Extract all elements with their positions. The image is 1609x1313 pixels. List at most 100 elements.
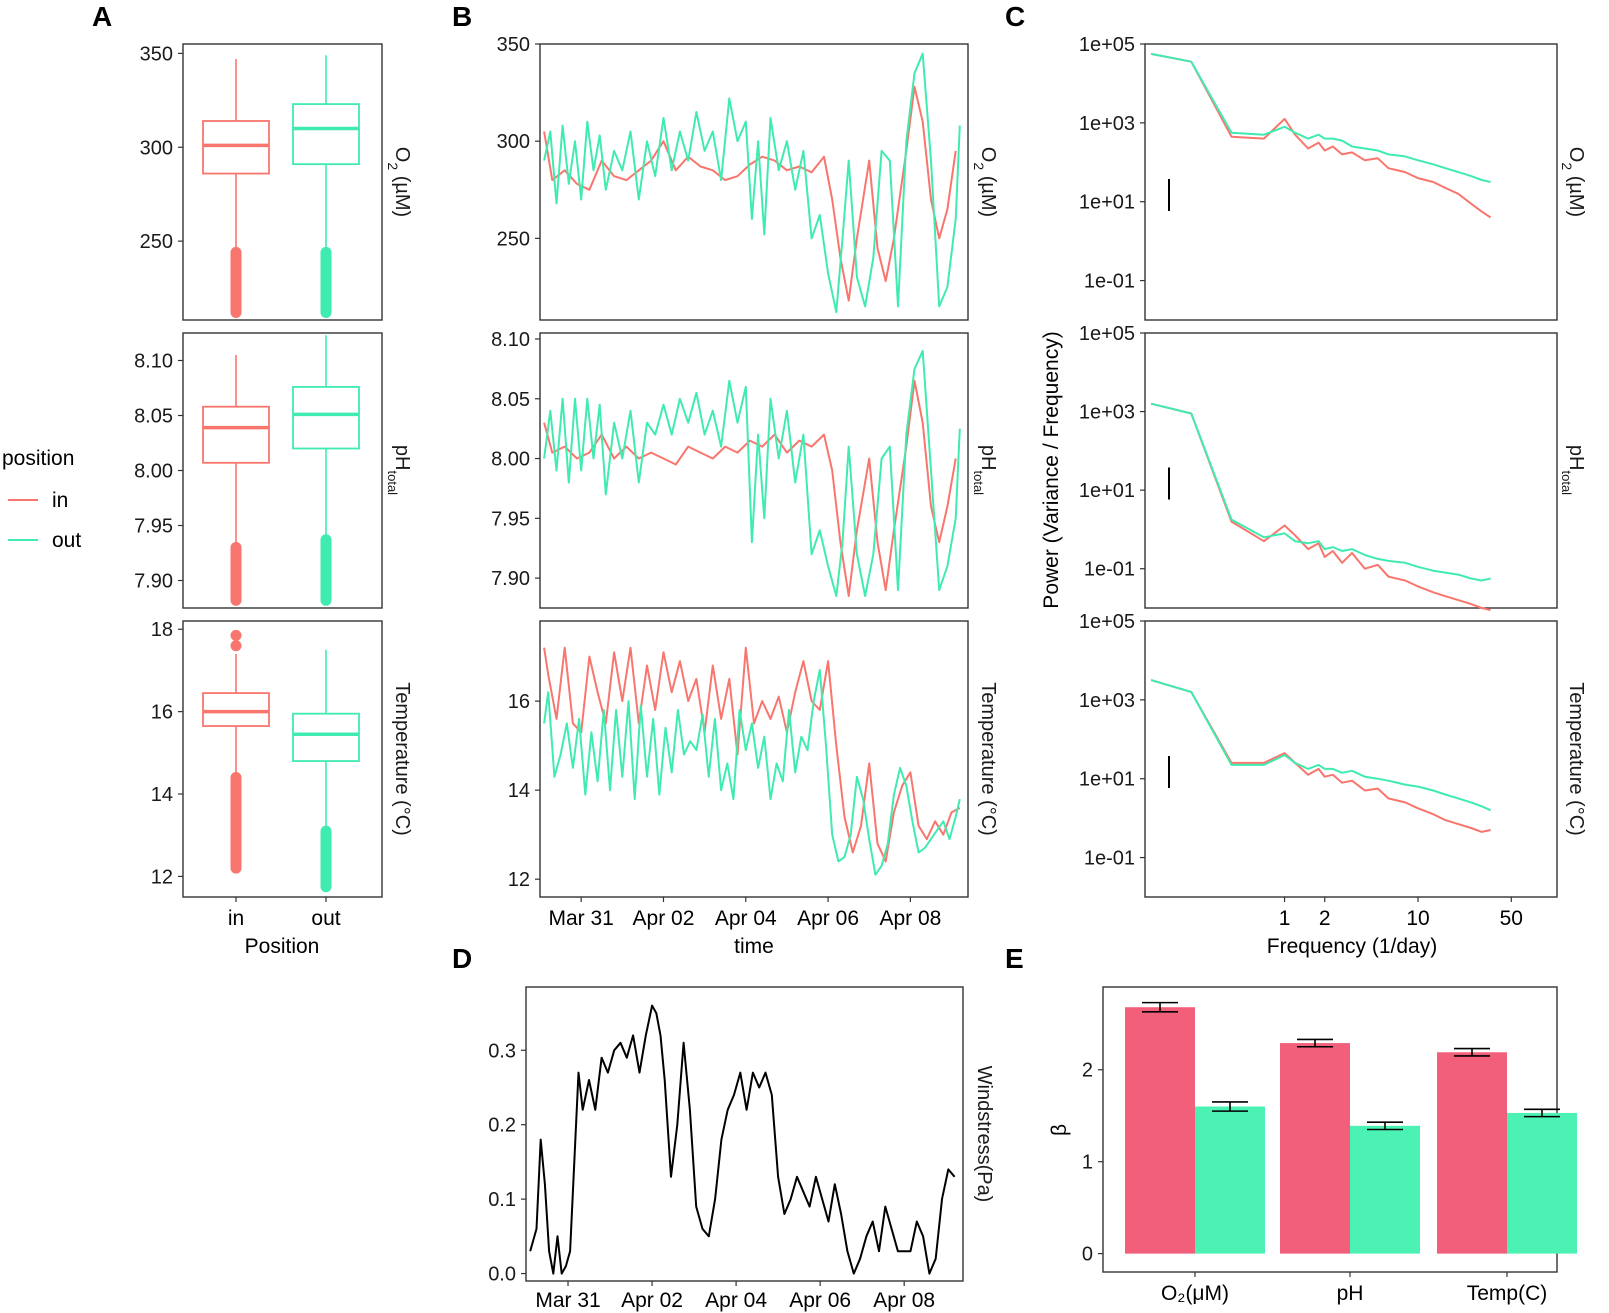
x-tick-label: O₂(μM) xyxy=(1161,1282,1229,1305)
bar-in xyxy=(1280,1043,1350,1254)
y-tick-label: 7.95 xyxy=(134,516,173,538)
y-tick-label: 1e-01 xyxy=(1084,559,1135,581)
y-tick-label: 14 xyxy=(151,784,173,806)
panel-label-b: B xyxy=(452,1,472,32)
y-tick-label: 1e-01 xyxy=(1084,848,1135,870)
bar-out xyxy=(1507,1112,1577,1254)
y-tick-label: 12 xyxy=(151,866,173,888)
facet-strips: O2 (µM) pHtotal Temperature (°C) O2 (µM)… xyxy=(385,147,1587,1203)
y-tick-label: 1e+01 xyxy=(1079,480,1135,502)
x-tick-label: Apr 08 xyxy=(879,907,941,930)
y-tick-label: 0.0 xyxy=(488,1264,516,1286)
y-tick-label: 1e+05 xyxy=(1079,611,1135,633)
y-tick-label: 16 xyxy=(508,691,530,713)
strip-b-o2: O2 (µM) xyxy=(971,147,999,217)
x-tick-label: Apr 06 xyxy=(789,1289,851,1312)
panel-a-o2-frame xyxy=(182,43,383,321)
strip-b-temp: Temperature (°C) xyxy=(977,682,999,836)
y-tick-label: 8.00 xyxy=(134,461,173,483)
spectrum-line-in xyxy=(1150,52,1492,219)
spectrum-line-in xyxy=(1150,402,1491,611)
bar-in xyxy=(1125,1007,1195,1254)
x-tick-label: Mar 31 xyxy=(548,907,613,930)
x-tick-label: pH xyxy=(1337,1282,1364,1305)
series-line-in xyxy=(543,646,961,863)
y-tick-label: 8.05 xyxy=(134,406,173,428)
panel-a-tick-out: out xyxy=(311,907,340,930)
panel-e-beta-bars: β 0 1 2 O₂(μM) pH Temp(C) xyxy=(1048,986,1577,1305)
panel-a-boxplots: in out Position 250 300 350 7.90 7.95 8.00 8.0… xyxy=(134,43,383,958)
legend-label-out: out xyxy=(52,529,81,552)
y-tick-label: 0.3 xyxy=(488,1040,516,1062)
y-tick-label: 18 xyxy=(151,619,173,641)
y-tick-label: 16 xyxy=(151,702,173,724)
y-tick-label: 7.90 xyxy=(491,568,530,590)
spectrum-line-out xyxy=(1150,52,1491,183)
x-tick-label: Temp(C) xyxy=(1467,1282,1548,1305)
panel-d-windstress: 0.0 0.1 0.2 0.3 Mar 31 Apr 02 Apr 04 Apr 06 Apr … xyxy=(488,986,964,1312)
x-tick-label: Apr 08 xyxy=(873,1289,935,1312)
box-iqr xyxy=(202,692,270,727)
box-iqr xyxy=(202,405,270,464)
y-tick-label: 0 xyxy=(1082,1244,1093,1266)
y-tick-label: 7.90 xyxy=(134,571,173,593)
strip-d-wind: Windstress(Pa) xyxy=(973,1066,995,1203)
panel-d-frame xyxy=(525,986,964,1282)
panel-b-xlabel: time xyxy=(734,935,774,958)
box-iqr xyxy=(202,120,270,175)
spectrum-line-in xyxy=(1150,679,1491,833)
y-tick-label: 1e+01 xyxy=(1079,769,1135,791)
panel-label-c: C xyxy=(1005,1,1025,32)
y-tick-label: 1e+03 xyxy=(1079,402,1135,424)
strip-c-ph: pHtotal xyxy=(1560,445,1588,495)
box-iqr xyxy=(292,103,360,166)
spectrum-line-out xyxy=(1150,402,1491,582)
panel-label-a: A xyxy=(92,1,112,32)
panel-c-temp-frame xyxy=(1144,620,1558,898)
strip-c-o2: O2 (µM) xyxy=(1559,147,1587,217)
y-tick-label: 0.2 xyxy=(488,1115,516,1137)
y-tick-label: 250 xyxy=(497,228,530,250)
box-outlier-point xyxy=(230,640,242,652)
bar-out xyxy=(1195,1106,1265,1254)
y-tick-label: 350 xyxy=(140,43,173,65)
y-tick-label: 8.05 xyxy=(491,389,530,411)
series-line-out xyxy=(543,52,961,314)
x-tick-label: Apr 06 xyxy=(797,907,859,930)
panel-c-ylabel: Power (Variance / Frequency) xyxy=(1040,331,1063,608)
x-tick-label: 1 xyxy=(1279,907,1291,930)
y-tick-label: 300 xyxy=(497,131,530,153)
x-tick-label: 10 xyxy=(1406,907,1429,930)
y-tick-label: 7.95 xyxy=(491,508,530,530)
strip-a-ph: pHtotal xyxy=(386,445,414,495)
x-tick-label: 2 xyxy=(1319,907,1331,930)
y-tick-label: 1e+01 xyxy=(1079,192,1135,214)
panel-b-timeseries: time 250 300 350 7.90 7.95 8.00 8.05 8.10 12 14 16… xyxy=(491,34,969,958)
panel-c-o2-frame xyxy=(1144,43,1558,321)
y-tick-label: 14 xyxy=(508,780,530,802)
box-outlier-point xyxy=(230,629,242,641)
panel-a-ph-frame xyxy=(182,332,383,609)
y-tick-label: 8.00 xyxy=(491,449,530,471)
bar-out xyxy=(1350,1125,1420,1254)
y-tick-label: 1e+05 xyxy=(1079,323,1135,345)
y-tick-label: 350 xyxy=(497,34,530,56)
x-tick-label: Apr 02 xyxy=(621,1289,683,1312)
panel-c-ph-frame xyxy=(1144,332,1558,609)
y-tick-label: 1e+03 xyxy=(1079,690,1135,712)
y-tick-label: 250 xyxy=(140,231,173,253)
x-tick-label: Mar 31 xyxy=(535,1289,600,1312)
bar-in xyxy=(1437,1052,1507,1254)
y-tick-label: 1 xyxy=(1082,1152,1093,1174)
x-tick-label: Apr 02 xyxy=(633,907,695,930)
series-line-in xyxy=(543,85,957,302)
box-iqr xyxy=(292,385,360,450)
y-tick-label: 8.10 xyxy=(134,351,173,373)
panel-a-xlabel: Position xyxy=(245,935,320,958)
y-tick-label: 1e+03 xyxy=(1079,113,1135,135)
series-line-out xyxy=(543,669,961,876)
y-tick-label: 12 xyxy=(508,869,530,891)
y-tick-label: 2 xyxy=(1082,1060,1093,1082)
legend-title: position xyxy=(2,447,74,470)
panel-b-temp-frame xyxy=(539,620,969,898)
